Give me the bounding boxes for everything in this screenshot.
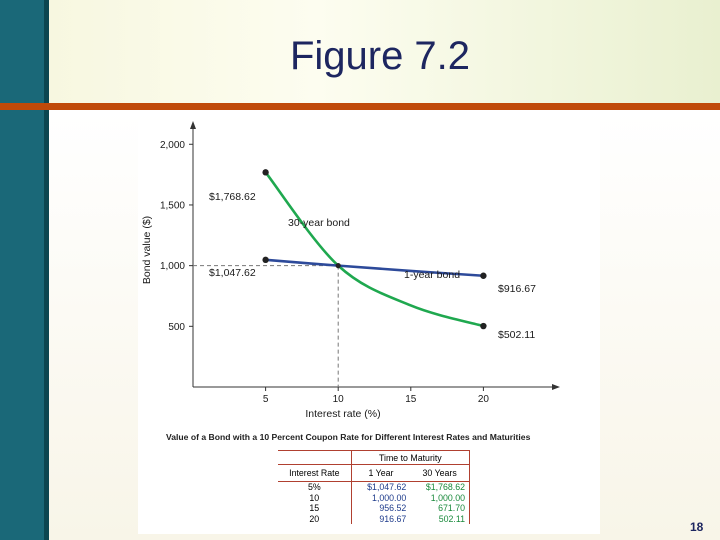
table-group-header: Time to Maturity — [351, 450, 471, 464]
table-row: 15 956.52 671.70 — [278, 503, 471, 514]
slide-header — [49, 0, 720, 103]
table-cell-30yr: $1,768.62 — [410, 481, 471, 493]
x-axis-arrow — [552, 384, 560, 390]
table-cell-rate: 20 — [278, 513, 352, 524]
page-number: 18 — [690, 520, 704, 534]
y-axis-label: Bond value ($) — [141, 216, 153, 284]
legend-1yr: 1-year bond — [404, 269, 460, 281]
table-col-1yr: 1 Year — [351, 463, 411, 482]
table-cell-rate: 5% — [278, 481, 352, 493]
data-point — [480, 322, 487, 330]
annotation-30yr-end: $502.11 — [498, 329, 535, 341]
table-cell-1yr: $1,047.62 — [367, 482, 407, 492]
table-cell-1yr: 956.52 — [379, 503, 407, 513]
x-tick-label: 15 — [405, 394, 417, 405]
slide-title: Figure 7.2 — [289, 34, 471, 78]
series-1yr-line — [265, 258, 484, 278]
header-rule — [0, 103, 720, 110]
data-point — [335, 263, 341, 269]
data-point — [262, 169, 269, 176]
table-corner — [278, 450, 352, 464]
table-cell-rate: 10 — [278, 492, 352, 503]
x-tick-label: 5 — [263, 394, 269, 405]
table-cell-rate: 15 — [278, 503, 352, 514]
y-axis-arrow — [190, 121, 196, 129]
x-tick-label: 10 — [333, 394, 345, 405]
table-cell-30yr: 1,000.00 — [410, 492, 471, 503]
table-col-rate: Interest Rate — [278, 463, 352, 482]
table-row: 20 916.67 502.11 — [278, 513, 471, 524]
figure-panel: 500 1,000 1,500 2,000 5 10 15 20 Bond value ($)… — [138, 120, 600, 534]
table-cell-1yr: 1,000.00 — [372, 492, 407, 503]
table-row: 10 1,000.00 1,000.00 — [278, 492, 471, 503]
table-cell-30yr: 502.11 — [410, 513, 471, 524]
legend-30yr: 30-year bond — [288, 217, 350, 229]
y-tick-label: 2,000 — [160, 140, 185, 151]
bond-value-chart: 500 1,000 1,500 2,000 5 10 15 20 Bond value ($)… — [141, 121, 560, 420]
table-row: 5% $1,047.62 $1,768.62 — [278, 481, 471, 493]
series-30yr-line — [264, 171, 484, 328]
data-point — [480, 272, 487, 279]
table-col-30yr: 30 Years — [410, 463, 471, 482]
annotation-1yr-start: $1,047.62 — [209, 267, 256, 279]
left-sidebar-line — [44, 0, 49, 540]
annotation-1yr-end: $916.67 — [498, 283, 536, 295]
table-cell-30yr: 671.70 — [410, 503, 471, 514]
annotation-30yr-start: $1,768.62 — [209, 191, 256, 203]
table-cell-1yr: 916.67 — [379, 513, 407, 524]
figure-caption: Value of a Bond with a 10 Percent Coupon… — [166, 432, 531, 442]
x-axis-label: Interest rate (%) — [305, 408, 380, 420]
bond-value-table: Time to Maturity Interest Rate 1 Year 30… — [278, 450, 471, 524]
y-tick-label: 500 — [168, 322, 185, 333]
y-tick-label: 1,000 — [160, 261, 185, 272]
data-point — [262, 256, 269, 264]
y-tick-label: 1,500 — [160, 200, 185, 211]
left-sidebar-band — [0, 0, 44, 540]
x-tick-label: 20 — [478, 394, 490, 405]
